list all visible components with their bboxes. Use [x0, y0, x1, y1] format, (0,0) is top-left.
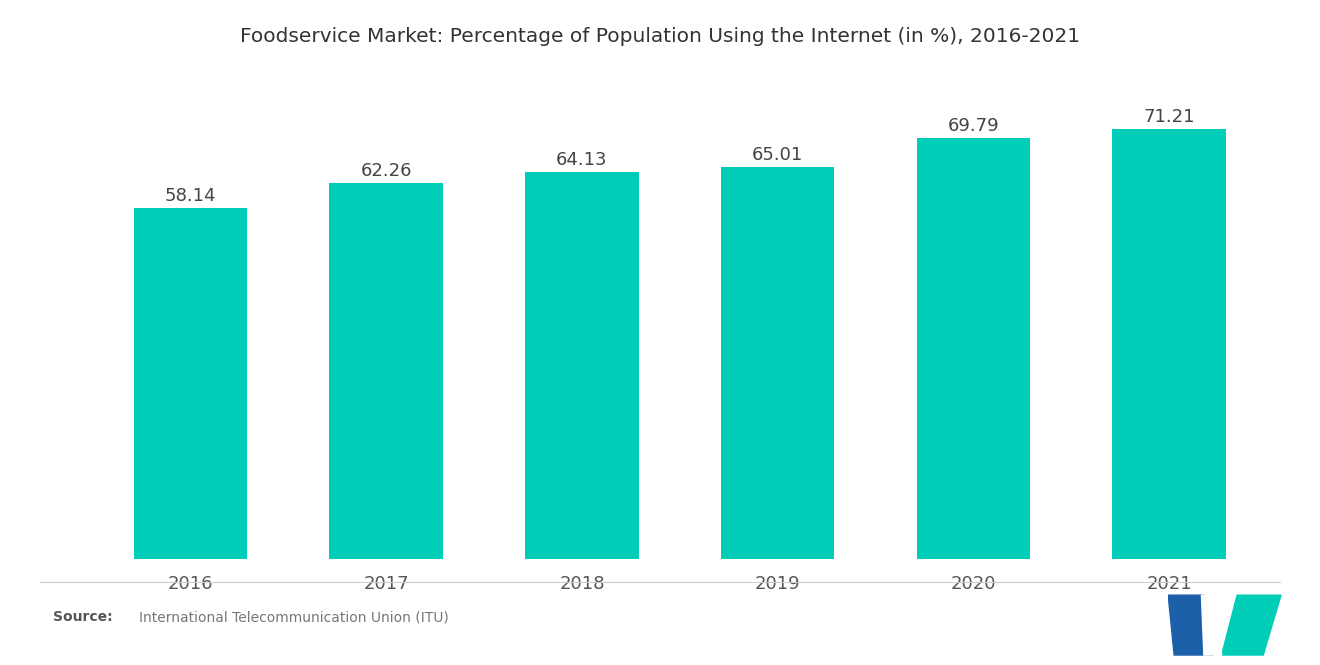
Polygon shape [1222, 595, 1280, 655]
Bar [330, 184, 444, 559]
Bar [916, 138, 1030, 559]
Bar [525, 172, 639, 559]
Text: International Telecommunication Union (ITU): International Telecommunication Union (I… [139, 610, 449, 624]
Text: 62.26: 62.26 [360, 162, 412, 180]
Text: Foodservice Market: Percentage of Population Using the Internet (in %), 2016-202: Foodservice Market: Percentage of Popula… [240, 27, 1080, 46]
Bar [133, 208, 247, 559]
Text: Source:: Source: [53, 610, 112, 624]
Polygon shape [1168, 595, 1213, 655]
Text: 69.79: 69.79 [948, 117, 999, 135]
Bar [721, 167, 834, 559]
Text: 71.21: 71.21 [1143, 108, 1195, 126]
Text: 64.13: 64.13 [556, 151, 607, 169]
Polygon shape [1201, 595, 1222, 655]
Text: 65.01: 65.01 [752, 146, 804, 164]
Bar [1113, 129, 1226, 559]
Text: 58.14: 58.14 [165, 187, 216, 205]
